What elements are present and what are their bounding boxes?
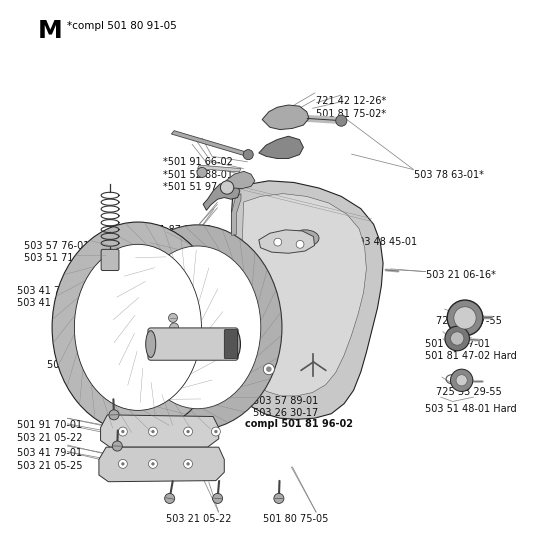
Circle shape <box>221 181 234 194</box>
Ellipse shape <box>230 331 240 357</box>
Circle shape <box>118 459 127 468</box>
Circle shape <box>148 459 157 468</box>
Circle shape <box>212 427 221 436</box>
Text: 501 91 89-02: 501 91 89-02 <box>109 315 174 325</box>
Ellipse shape <box>146 331 156 357</box>
Text: 503 22 65-04: 503 22 65-04 <box>47 360 113 370</box>
Circle shape <box>274 238 282 246</box>
Circle shape <box>109 410 119 420</box>
Circle shape <box>165 493 175 503</box>
Text: 501 87 25-01
503 60 04-01: 501 87 25-01 503 60 04-01 <box>147 225 213 248</box>
Text: 503 41 73-03 WA
503 41 73-04 WA (G): 503 41 73-03 WA 503 41 73-04 WA (G) <box>17 286 119 308</box>
Text: 501 81 47-01
501 81 47-02 Hard: 501 81 47-01 501 81 47-02 Hard <box>425 338 517 361</box>
Circle shape <box>151 430 155 433</box>
Circle shape <box>169 314 178 323</box>
Circle shape <box>186 430 190 433</box>
Polygon shape <box>231 194 241 235</box>
Circle shape <box>118 427 127 436</box>
Circle shape <box>112 441 122 451</box>
Text: 503 21 05-22: 503 21 05-22 <box>166 514 231 524</box>
Polygon shape <box>171 130 249 156</box>
Text: 503 51 48-01 Hard: 503 51 48-01 Hard <box>425 404 516 414</box>
Text: 501 80 75-05: 501 80 75-05 <box>263 514 329 524</box>
Circle shape <box>274 493 284 503</box>
Polygon shape <box>259 136 304 158</box>
Circle shape <box>450 332 464 345</box>
Ellipse shape <box>113 225 282 430</box>
Circle shape <box>263 363 274 375</box>
Circle shape <box>121 430 124 433</box>
Polygon shape <box>222 171 255 189</box>
Ellipse shape <box>52 222 224 433</box>
Circle shape <box>121 462 124 465</box>
Circle shape <box>151 462 155 465</box>
Text: M: M <box>38 19 62 43</box>
Circle shape <box>336 115 347 126</box>
Ellipse shape <box>291 230 319 246</box>
Text: 503 78 63-01*: 503 78 63-01* <box>414 170 484 180</box>
Text: 725 53 27-55: 725 53 27-55 <box>436 316 502 326</box>
Polygon shape <box>203 181 240 211</box>
Text: *compl 501 80 91-05: *compl 501 80 91-05 <box>67 21 177 31</box>
Ellipse shape <box>74 244 202 410</box>
Polygon shape <box>213 336 232 362</box>
Text: 501 91 70-01
503 21 05-22: 501 91 70-01 503 21 05-22 <box>17 421 82 443</box>
Polygon shape <box>198 165 241 172</box>
Text: 503 21 05-22
725 53 29-55: 503 21 05-22 725 53 29-55 <box>109 333 174 355</box>
Polygon shape <box>99 447 224 482</box>
Text: compl 501 81 96-02: compl 501 81 96-02 <box>245 419 353 430</box>
Polygon shape <box>101 415 219 447</box>
Circle shape <box>450 369 473 391</box>
Text: 725 53 29-55: 725 53 29-55 <box>436 387 502 397</box>
Circle shape <box>184 427 193 436</box>
Circle shape <box>243 150 253 160</box>
Circle shape <box>447 300 483 336</box>
Ellipse shape <box>134 246 261 409</box>
Polygon shape <box>262 105 309 129</box>
FancyBboxPatch shape <box>148 328 238 360</box>
Circle shape <box>197 167 207 178</box>
Circle shape <box>214 430 218 433</box>
Circle shape <box>266 366 272 372</box>
Polygon shape <box>242 194 366 396</box>
Circle shape <box>445 326 469 351</box>
Text: 503 57 89-01
503 26 30-17: 503 57 89-01 503 26 30-17 <box>253 396 319 418</box>
Polygon shape <box>259 230 315 253</box>
Text: 503 57 76-01
503 51 71-01: 503 57 76-01 503 51 71-01 <box>24 241 89 263</box>
Circle shape <box>456 375 467 386</box>
Circle shape <box>184 459 193 468</box>
Circle shape <box>296 240 304 248</box>
Text: *501 91 66-02
*501 52 88-01
*501 51 97-01: *501 91 66-02 *501 52 88-01 *501 51 97-0… <box>163 157 233 192</box>
Circle shape <box>454 307 476 329</box>
Circle shape <box>170 323 179 332</box>
Circle shape <box>148 427 157 436</box>
Polygon shape <box>231 181 383 419</box>
Text: 503 41 79-01
503 21 05-25: 503 41 79-01 503 21 05-25 <box>17 449 82 471</box>
FancyBboxPatch shape <box>101 249 119 270</box>
FancyBboxPatch shape <box>224 330 237 358</box>
Text: 721 42 12-26*
501 81 75-02*: 721 42 12-26* 501 81 75-02* <box>316 96 386 119</box>
Text: 503 48 45-01: 503 48 45-01 <box>352 236 418 246</box>
Circle shape <box>213 493 223 503</box>
Text: 503 21 06-16*: 503 21 06-16* <box>426 270 496 280</box>
Circle shape <box>186 462 190 465</box>
